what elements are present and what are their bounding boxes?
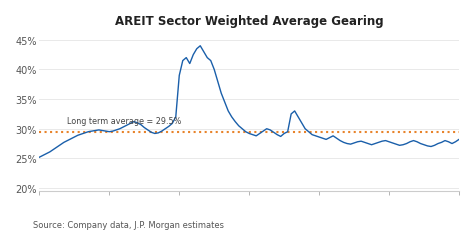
Text: Source: Company data, J.P. Morgan estimates: Source: Company data, J.P. Morgan estima…: [33, 220, 224, 229]
Text: Long term average = 29.5%: Long term average = 29.5%: [67, 116, 182, 125]
Title: AREIT Sector Weighted Average Gearing: AREIT Sector Weighted Average Gearing: [115, 15, 383, 28]
